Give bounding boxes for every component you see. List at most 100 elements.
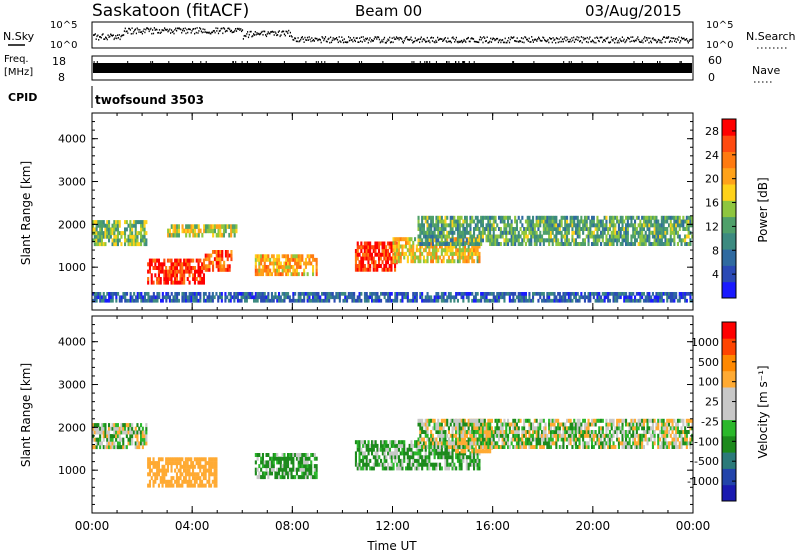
heatmap-cell — [501, 292, 504, 296]
heatmap-cell — [662, 234, 665, 239]
nsky-point — [448, 40, 450, 43]
heatmap-cell — [458, 219, 461, 224]
heatmap-cell — [539, 242, 542, 246]
heatmap-cell — [208, 464, 211, 469]
heatmap-cell — [573, 242, 576, 246]
heatmap-cell — [487, 292, 490, 296]
heatmap-cell — [108, 426, 111, 431]
heatmap-cell — [417, 451, 420, 456]
heatmap-cell — [508, 238, 511, 243]
heatmap-cell — [650, 219, 653, 224]
heatmap-cell — [444, 447, 447, 452]
heatmap-cell — [435, 251, 438, 256]
heatmap-cell — [151, 295, 154, 300]
heatmap-cell — [512, 230, 515, 235]
heatmap-cell — [292, 257, 295, 262]
nsky-trace — [93, 27, 693, 44]
nsky-point — [644, 40, 647, 42]
heatmap-cell — [687, 234, 690, 239]
heatmap-cell — [414, 458, 417, 463]
heatmap-cell — [505, 215, 508, 220]
heatmap-cell — [440, 248, 443, 253]
heatmap-cell — [356, 264, 359, 268]
heatmap-cell — [111, 426, 114, 431]
heatmap-cell — [295, 471, 298, 476]
heatmap-cell — [122, 231, 125, 236]
nsky-point — [291, 36, 293, 38]
heatmap-cell — [306, 254, 309, 259]
heatmap-cell — [301, 257, 304, 262]
heatmap-cell — [440, 223, 443, 228]
heatmap-cell — [485, 227, 488, 231]
heatmap-cell — [435, 422, 438, 427]
heatmap-cell — [542, 230, 545, 235]
heatmap-cell — [680, 242, 683, 246]
heatmap-cell — [387, 466, 390, 471]
nsky-point — [401, 38, 403, 40]
heatmap-cell — [97, 423, 100, 428]
heatmap-cell — [594, 242, 597, 246]
heatmap-cell — [616, 295, 619, 300]
heatmap-cell — [193, 280, 196, 285]
nsky-point — [206, 31, 208, 34]
heatmap-cell — [211, 457, 214, 462]
heatmap-cell — [582, 295, 585, 300]
heatmap-cell — [212, 260, 215, 265]
heatmap-cell — [140, 238, 143, 243]
heatmap-cell — [689, 295, 692, 300]
heatmap-cell — [569, 242, 572, 246]
heatmap-cell — [660, 295, 663, 300]
heatmap-cell — [285, 268, 288, 273]
heatmap-cell — [523, 238, 526, 243]
heatmap-cell — [295, 261, 298, 266]
heatmap-cell — [168, 457, 171, 462]
heatmap-cell — [113, 445, 116, 450]
heatmap-cell — [221, 267, 224, 272]
heatmap-cell — [136, 445, 139, 450]
heatmap-cell — [288, 456, 291, 461]
nsky-point — [686, 38, 688, 40]
nsky-point — [449, 40, 451, 43]
heatmap-cell — [464, 449, 467, 454]
heatmap-cell — [451, 455, 454, 460]
heatmap-cell — [204, 257, 207, 262]
heatmap-cell — [149, 298, 152, 303]
heatmap-cell — [592, 242, 595, 246]
heatmap-cell — [580, 215, 583, 220]
nsky-point — [104, 38, 106, 40]
heatmap-cell — [464, 244, 467, 249]
heatmap-cell — [412, 244, 415, 249]
nsky-point — [569, 38, 571, 41]
heatmap-cell — [206, 257, 209, 262]
nsky-point — [116, 37, 118, 40]
heatmap-cell — [657, 227, 660, 231]
heatmap-cell — [480, 292, 483, 296]
heatmap-cell — [684, 234, 687, 239]
heatmap-cell — [680, 238, 683, 243]
heatmap-cell — [190, 472, 193, 477]
heatmap-cell — [388, 295, 391, 300]
heatmap-cell — [503, 298, 506, 303]
heatmap-cell — [453, 237, 456, 242]
nsky-point — [129, 29, 131, 31]
heatmap-cell — [483, 227, 486, 231]
heatmap-cell — [616, 215, 619, 220]
heatmap-cell — [186, 258, 189, 263]
heatmap-cell — [299, 257, 302, 262]
heatmap-cell — [134, 441, 137, 446]
nsky-point — [324, 36, 327, 38]
heatmap-cell — [261, 272, 264, 277]
heatmap-cell — [374, 458, 377, 463]
heatmap-cell — [372, 292, 375, 296]
heatmap-cell — [312, 292, 315, 296]
heatmap-cell — [578, 227, 581, 231]
heatmap-cell — [386, 267, 389, 272]
heatmap-cell — [634, 298, 637, 303]
heatmap-cell — [134, 231, 137, 236]
heatmap-cell — [161, 457, 164, 462]
heatmap-cell — [474, 449, 477, 454]
heatmap-cell — [278, 265, 281, 269]
heatmap-cell — [108, 220, 111, 225]
heatmap-cell — [285, 456, 288, 461]
nsky-point — [301, 36, 303, 38]
